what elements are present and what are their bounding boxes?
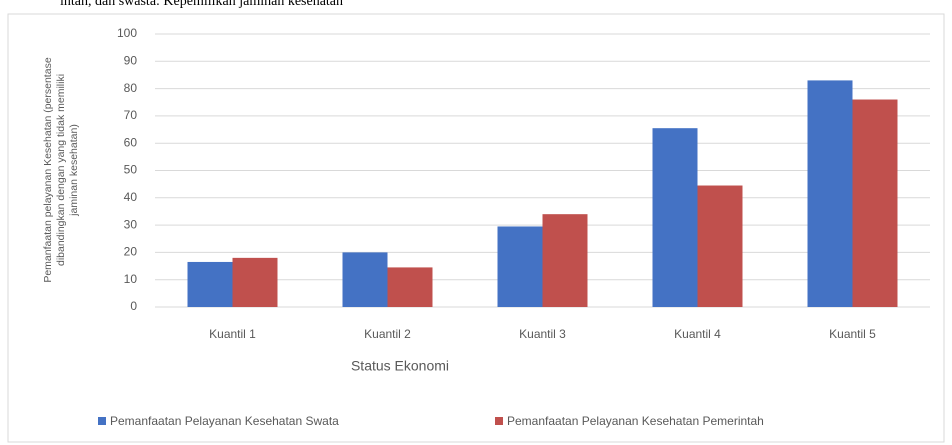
y-axis-label: jaminan kesehatan) [68, 124, 80, 217]
x-tick-label: Kuantil 2 [364, 327, 411, 341]
y-tick-label: 60 [124, 135, 138, 149]
y-tick-label: 0 [130, 299, 137, 313]
y-axis-label: dibandingkan dengan yang tidak memiliki [55, 74, 67, 266]
chart-border [7, 13, 945, 443]
y-tick-label: 30 [124, 217, 138, 231]
x-tick-label: Kuantil 1 [209, 327, 256, 341]
bar [387, 267, 433, 307]
x-tick-label: Kuantil 4 [674, 327, 721, 341]
bar [697, 185, 743, 307]
legend-label: Pemanfaatan Pelayanan Kesehatan Swata [110, 414, 339, 428]
x-axis-label: Status Ekonomi [351, 358, 449, 374]
y-tick-label: 100 [117, 26, 137, 40]
bar [232, 257, 278, 307]
x-tick-label: Kuantil 5 [829, 327, 876, 341]
bar [807, 80, 853, 307]
bar [187, 261, 233, 307]
y-tick-label: 50 [124, 163, 138, 177]
chart-title: intah, dan swasta: Kepemilikan jaminan k… [60, 0, 343, 9]
y-tick-label: 10 [124, 272, 138, 286]
x-tick-label: Kuantil 3 [519, 327, 566, 341]
y-tick-label: 90 [124, 53, 138, 67]
y-tick-label: 20 [124, 245, 138, 259]
bar [652, 128, 698, 307]
y-tick-label: 80 [124, 81, 138, 95]
y-tick-label: 70 [124, 108, 138, 122]
legend-label: Pemanfaatan Pelayanan Kesehatan Pemerint… [507, 414, 764, 428]
bar [342, 252, 388, 307]
bar [497, 226, 543, 307]
y-axis-label: Pemanfaatan pelayanan Kesehatan (persent… [42, 57, 54, 282]
y-tick-label: 40 [124, 190, 138, 204]
legend-swatch [495, 417, 503, 425]
legend-swatch [98, 417, 106, 425]
bar [852, 99, 898, 308]
bar [542, 214, 588, 307]
